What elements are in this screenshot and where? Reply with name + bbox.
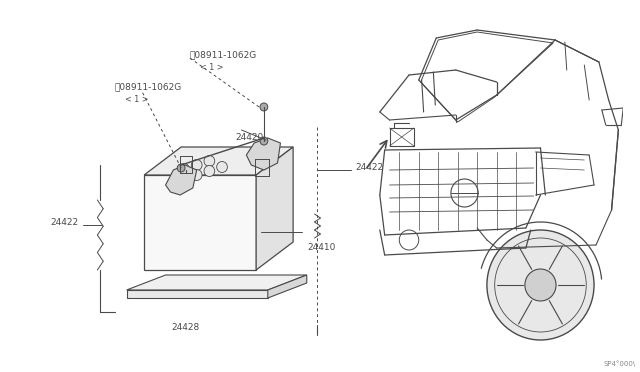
Text: 24420: 24420 [236,133,264,142]
Circle shape [204,166,215,176]
Circle shape [179,164,189,174]
Polygon shape [144,175,256,270]
Polygon shape [127,290,268,298]
Circle shape [204,155,215,167]
Circle shape [217,161,227,173]
Polygon shape [268,275,307,298]
Text: ⓝ08911-1062G: ⓝ08911-1062G [190,50,257,59]
Polygon shape [127,275,307,290]
Text: < 1 >: < 1 > [125,95,148,104]
Polygon shape [256,147,293,270]
Circle shape [191,160,202,170]
Text: SP4°000\: SP4°000\ [604,360,636,367]
Polygon shape [144,147,293,175]
Circle shape [487,230,594,340]
Text: 24410: 24410 [308,243,336,252]
Polygon shape [166,165,196,195]
Circle shape [177,164,185,172]
Polygon shape [246,138,280,170]
Circle shape [525,269,556,301]
Text: 24422: 24422 [51,218,79,227]
Circle shape [260,137,268,145]
Text: 24422: 24422 [355,163,383,172]
Circle shape [191,170,202,180]
Text: ⓝ08911-1062G: ⓝ08911-1062G [115,82,182,91]
Circle shape [260,103,268,111]
Text: 24428: 24428 [171,323,199,332]
Text: < 1 >: < 1 > [200,63,223,72]
